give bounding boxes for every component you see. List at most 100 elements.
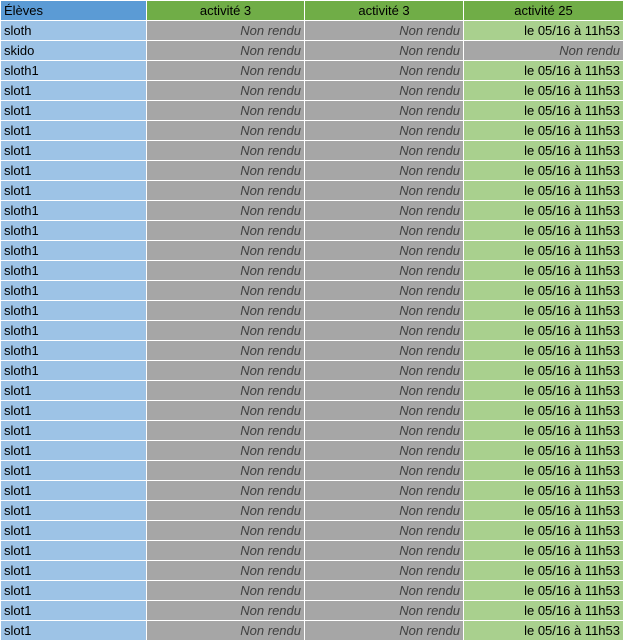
submitted-date-cell[interactable]: le 05/16 à 11h53 [463, 560, 623, 581]
not-submitted-cell[interactable]: Non rendu [304, 400, 464, 421]
not-submitted-cell[interactable]: Non rendu [304, 240, 464, 261]
not-submitted-cell[interactable]: Non rendu [146, 120, 305, 141]
not-submitted-cell[interactable]: Non rendu [304, 560, 464, 581]
submitted-date-cell[interactable]: le 05/16 à 11h53 [463, 380, 623, 401]
submitted-date-cell[interactable]: le 05/16 à 11h53 [463, 480, 623, 501]
not-submitted-cell[interactable]: Non rendu [304, 20, 464, 41]
not-submitted-cell[interactable]: Non rendu [146, 180, 305, 201]
student-name-cell[interactable]: sloth1 [0, 240, 147, 261]
student-name-cell[interactable]: slot1 [0, 180, 147, 201]
submitted-date-cell[interactable]: le 05/16 à 11h53 [463, 240, 623, 261]
submitted-date-cell[interactable]: le 05/16 à 11h53 [463, 500, 623, 521]
student-name-cell[interactable]: slot1 [0, 540, 147, 561]
student-name-cell[interactable]: sloth1 [0, 340, 147, 361]
student-name-cell[interactable]: sloth1 [0, 200, 147, 221]
not-submitted-cell[interactable]: Non rendu [304, 160, 464, 181]
not-submitted-cell[interactable]: Non rendu [146, 260, 305, 281]
submitted-date-cell[interactable]: le 05/16 à 11h53 [463, 180, 623, 201]
not-submitted-cell[interactable]: Non rendu [304, 500, 464, 521]
student-name-cell[interactable]: slot1 [0, 600, 147, 621]
submitted-date-cell[interactable]: le 05/16 à 11h53 [463, 360, 623, 381]
header-activity-a[interactable]: activité 3 [146, 0, 305, 21]
not-submitted-cell[interactable]: Non rendu [146, 400, 305, 421]
submitted-date-cell[interactable]: le 05/16 à 11h53 [463, 600, 623, 621]
not-submitted-cell[interactable]: Non rendu [146, 580, 305, 601]
student-name-cell[interactable]: slot1 [0, 620, 147, 641]
submitted-date-cell[interactable]: le 05/16 à 11h53 [463, 120, 623, 141]
student-name-cell[interactable]: slot1 [0, 440, 147, 461]
not-submitted-cell[interactable]: Non rendu [146, 160, 305, 181]
student-name-cell[interactable]: slot1 [0, 480, 147, 501]
submitted-date-cell[interactable]: le 05/16 à 11h53 [463, 300, 623, 321]
submitted-date-cell[interactable]: le 05/16 à 11h53 [463, 340, 623, 361]
not-submitted-cell[interactable]: Non rendu [304, 120, 464, 141]
not-submitted-cell[interactable]: Non rendu [304, 260, 464, 281]
student-name-cell[interactable]: slot1 [0, 420, 147, 441]
not-submitted-cell[interactable]: Non rendu [146, 480, 305, 501]
not-submitted-cell[interactable]: Non rendu [146, 380, 305, 401]
not-submitted-cell[interactable]: Non rendu [304, 480, 464, 501]
student-name-cell[interactable]: sloth1 [0, 360, 147, 381]
not-submitted-cell[interactable]: Non rendu [146, 60, 305, 81]
not-submitted-cell[interactable]: Non rendu [146, 620, 305, 641]
submitted-date-cell[interactable]: le 05/16 à 11h53 [463, 540, 623, 561]
submitted-date-cell[interactable]: le 05/16 à 11h53 [463, 200, 623, 221]
submitted-date-cell[interactable]: le 05/16 à 11h53 [463, 140, 623, 161]
not-submitted-cell[interactable]: Non rendu [146, 560, 305, 581]
header-activity-c[interactable]: activité 25 [463, 0, 623, 21]
student-name-cell[interactable]: slot1 [0, 520, 147, 541]
not-submitted-cell[interactable]: Non rendu [304, 620, 464, 641]
not-submitted-cell[interactable]: Non rendu [146, 40, 305, 61]
submitted-date-cell[interactable]: le 05/16 à 11h53 [463, 580, 623, 601]
not-submitted-cell[interactable]: Non rendu [304, 220, 464, 241]
submitted-date-cell[interactable]: le 05/16 à 11h53 [463, 280, 623, 301]
not-submitted-cell[interactable]: Non rendu [304, 440, 464, 461]
student-name-cell[interactable]: slot1 [0, 100, 147, 121]
not-submitted-cell[interactable]: Non rendu [304, 140, 464, 161]
header-students[interactable]: Élèves [0, 0, 147, 21]
student-name-cell[interactable]: slot1 [0, 120, 147, 141]
not-submitted-cell[interactable]: Non rendu [304, 180, 464, 201]
not-submitted-cell[interactable]: Non rendu [146, 300, 305, 321]
not-submitted-cell[interactable]: Non rendu [146, 500, 305, 521]
submitted-date-cell[interactable]: le 05/16 à 11h53 [463, 520, 623, 541]
student-name-cell[interactable]: slot1 [0, 580, 147, 601]
submitted-date-cell[interactable]: le 05/16 à 11h53 [463, 320, 623, 341]
student-name-cell[interactable]: slot1 [0, 160, 147, 181]
not-submitted-cell[interactable]: Non rendu [304, 60, 464, 81]
not-submitted-cell[interactable]: Non rendu [304, 580, 464, 601]
student-name-cell[interactable]: sloth1 [0, 60, 147, 81]
not-submitted-cell[interactable]: Non rendu [304, 100, 464, 121]
student-name-cell[interactable]: sloth1 [0, 320, 147, 341]
not-submitted-cell[interactable]: Non rendu [304, 360, 464, 381]
not-submitted-cell[interactable]: Non rendu [146, 220, 305, 241]
submitted-date-cell[interactable]: le 05/16 à 11h53 [463, 100, 623, 121]
submitted-date-cell[interactable]: le 05/16 à 11h53 [463, 460, 623, 481]
not-submitted-cell[interactable]: Non rendu [146, 80, 305, 101]
student-name-cell[interactable]: slot1 [0, 400, 147, 421]
not-submitted-cell[interactable]: Non rendu [304, 520, 464, 541]
student-name-cell[interactable]: slot1 [0, 380, 147, 401]
not-submitted-cell[interactable]: Non rendu [146, 360, 305, 381]
submitted-date-cell[interactable]: le 05/16 à 11h53 [463, 260, 623, 281]
submitted-date-cell[interactable]: le 05/16 à 11h53 [463, 440, 623, 461]
student-name-cell[interactable]: slot1 [0, 140, 147, 161]
not-submitted-cell[interactable]: Non rendu [146, 460, 305, 481]
student-name-cell[interactable]: slot1 [0, 460, 147, 481]
header-activity-b[interactable]: activité 3 [304, 0, 464, 21]
student-name-cell[interactable]: sloth [0, 20, 147, 41]
not-submitted-cell[interactable]: Non rendu [304, 340, 464, 361]
not-submitted-cell[interactable]: Non rendu [146, 420, 305, 441]
not-submitted-cell[interactable]: Non rendu [146, 200, 305, 221]
not-submitted-cell[interactable]: Non rendu [463, 40, 623, 61]
not-submitted-cell[interactable]: Non rendu [146, 440, 305, 461]
submitted-date-cell[interactable]: le 05/16 à 11h53 [463, 620, 623, 641]
not-submitted-cell[interactable]: Non rendu [146, 280, 305, 301]
student-name-cell[interactable]: slot1 [0, 80, 147, 101]
not-submitted-cell[interactable]: Non rendu [146, 340, 305, 361]
submitted-date-cell[interactable]: le 05/16 à 11h53 [463, 420, 623, 441]
student-name-cell[interactable]: skido [0, 40, 147, 61]
submitted-date-cell[interactable]: le 05/16 à 11h53 [463, 400, 623, 421]
not-submitted-cell[interactable]: Non rendu [304, 40, 464, 61]
not-submitted-cell[interactable]: Non rendu [304, 460, 464, 481]
